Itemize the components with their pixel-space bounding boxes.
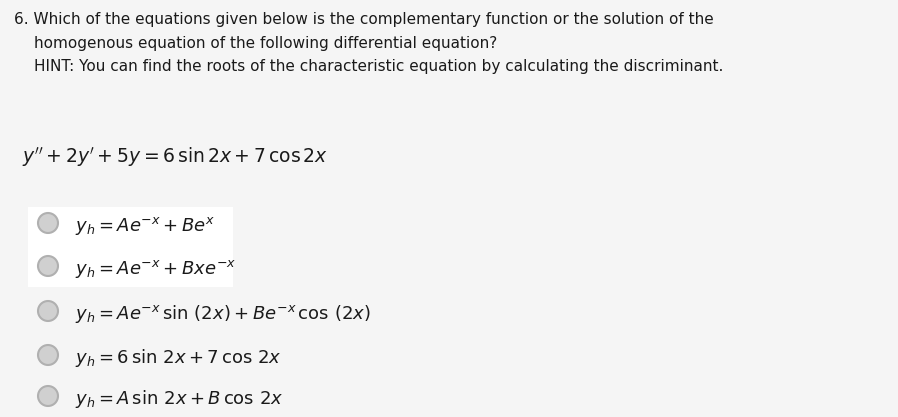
Text: $y_h = Ae^{-x} + Bxe^{-x}$: $y_h = Ae^{-x} + Bxe^{-x}$ (75, 258, 236, 280)
Text: 6. Which of the equations given below is the complementary function or the solut: 6. Which of the equations given below is… (14, 12, 714, 27)
Circle shape (38, 213, 58, 233)
Circle shape (38, 256, 58, 276)
Circle shape (38, 386, 58, 406)
FancyBboxPatch shape (28, 207, 233, 287)
Text: $y_h = Ae^{-x}\,\sin\,(2x) + Be^{-x}\,\cos\,(2x)$: $y_h = Ae^{-x}\,\sin\,(2x) + Be^{-x}\,\c… (75, 303, 371, 325)
Circle shape (38, 301, 58, 321)
Text: $y_h = 6\,\sin\,2x + 7\,\cos\,2x$: $y_h = 6\,\sin\,2x + 7\,\cos\,2x$ (75, 347, 282, 369)
Text: $y_h = Ae^{-x} + Be^{x}$: $y_h = Ae^{-x} + Be^{x}$ (75, 215, 216, 237)
Text: $y_h = A\,\sin\,2x + B\,\cos\,2x$: $y_h = A\,\sin\,2x + B\,\cos\,2x$ (75, 388, 284, 410)
Text: HINT: You can find the roots of the characteristic equation by calculating the d: HINT: You can find the roots of the char… (34, 59, 724, 74)
Text: homogenous equation of the following differential equation?: homogenous equation of the following dif… (34, 36, 497, 51)
Text: $y'' + 2y' + 5y = 6\,\mathrm{sin}\,2x + 7\,\mathrm{cos}\,2x$: $y'' + 2y' + 5y = 6\,\mathrm{sin}\,2x + … (22, 145, 328, 169)
Circle shape (38, 345, 58, 365)
